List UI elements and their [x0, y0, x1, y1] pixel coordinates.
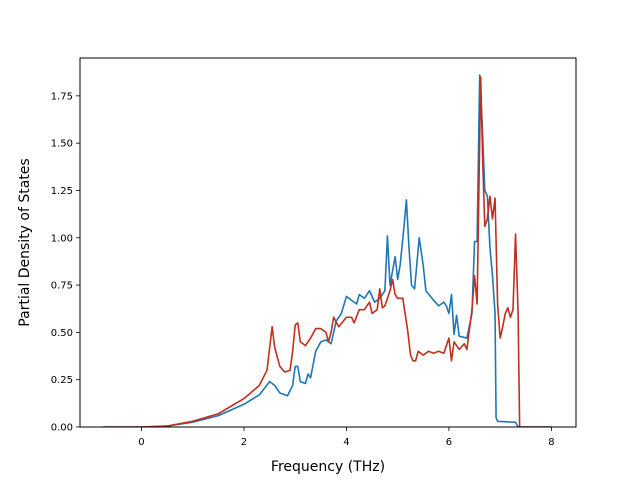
x-axis-ticks: 0 2 4 6 8	[138, 427, 555, 448]
x-tick-label: 2	[241, 437, 247, 448]
y-tick-label: 1.00	[51, 233, 73, 244]
x-tick-label: 4	[343, 437, 349, 448]
y-tick-label: 0.75	[51, 281, 73, 292]
x-tick-label: 6	[446, 437, 452, 448]
axes-frame	[79, 57, 577, 428]
x-tick-label: 8	[548, 437, 554, 448]
y-axis-label: Partial Density of States	[17, 158, 33, 326]
series-line-2	[103, 76, 552, 427]
y-tick-label: 1.75	[51, 91, 73, 102]
y-tick-label: 0.00	[51, 423, 73, 434]
y-tick-label: 0.50	[51, 328, 73, 339]
y-tick-label: 0.25	[51, 375, 73, 386]
x-tick-label: 0	[138, 437, 144, 448]
series-line-1	[103, 74, 552, 427]
y-tick-label: 1.25	[51, 186, 73, 197]
y-tick-label: 1.50	[51, 139, 73, 150]
x-axis-label: Frequency (THz)	[271, 459, 385, 475]
plot-area	[103, 74, 552, 427]
y-axis-ticks: 0.00 0.25 0.50 0.75 1.00 1.25 1.50 1.75	[51, 91, 80, 434]
